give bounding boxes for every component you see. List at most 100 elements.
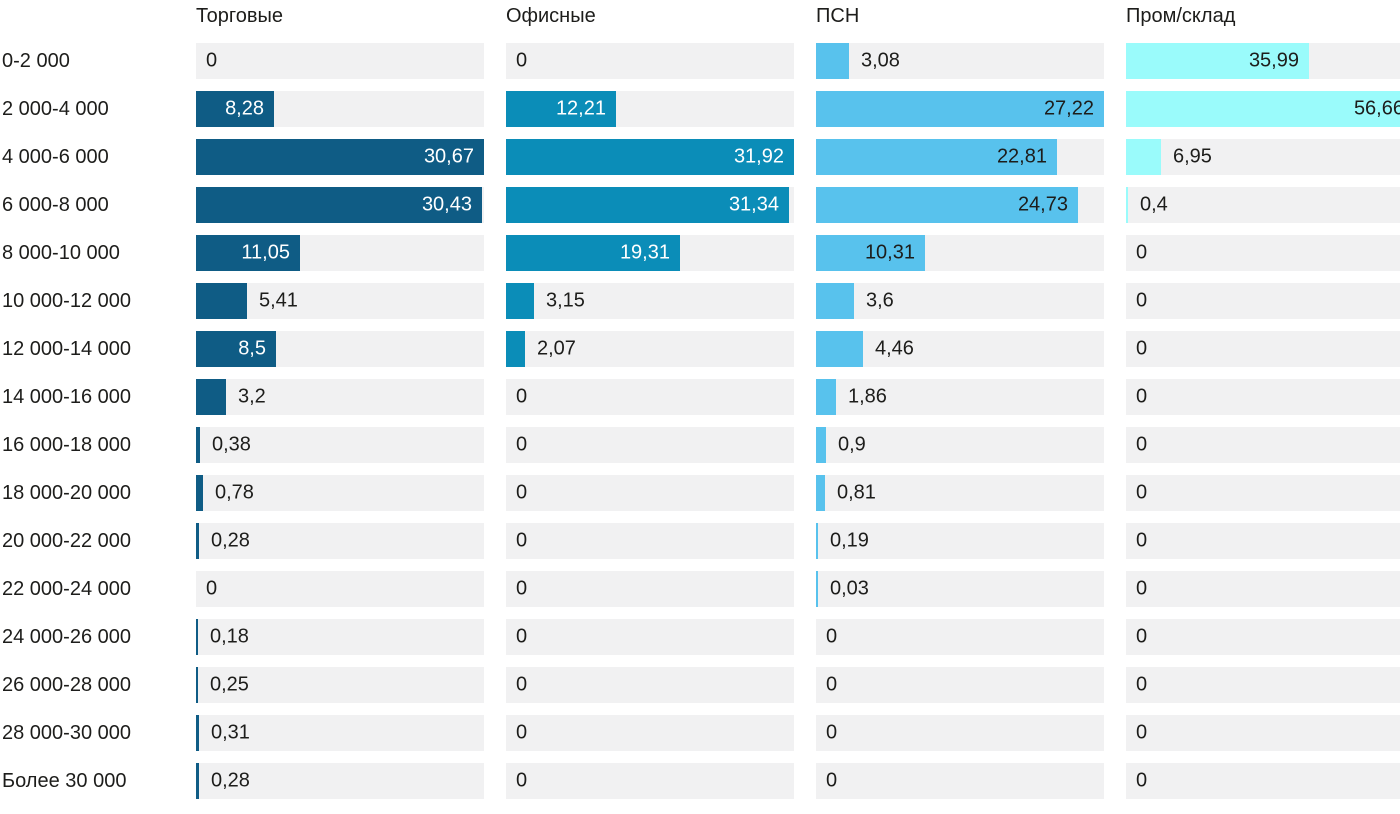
bar[interactable] bbox=[196, 331, 276, 367]
bar-value-label: 0,38 bbox=[212, 433, 251, 456]
bar-track: 3,15 bbox=[506, 283, 794, 319]
bar-track: 31,92 bbox=[506, 139, 794, 175]
bar[interactable] bbox=[1126, 139, 1161, 175]
bar-track: 24,73 bbox=[816, 187, 1104, 223]
bar-track: 27,22 bbox=[816, 91, 1104, 127]
bar[interactable] bbox=[196, 187, 482, 223]
bar[interactable] bbox=[816, 91, 1104, 127]
bar-track: 0,28 bbox=[196, 763, 484, 799]
bar[interactable] bbox=[506, 91, 616, 127]
bar[interactable] bbox=[816, 43, 849, 79]
bar-value-label: 0,9 bbox=[838, 433, 866, 456]
bar-value-label: 0 bbox=[1136, 385, 1148, 408]
bar-value-label: 0 bbox=[206, 577, 218, 600]
bar[interactable] bbox=[196, 283, 247, 319]
table-row: 20 000-22 000 0,28 0 0,19 0 bbox=[0, 517, 1400, 565]
bar-track: 0 bbox=[506, 763, 794, 799]
bar[interactable] bbox=[816, 475, 825, 511]
bar-track: 0 bbox=[1126, 427, 1400, 463]
bar[interactable] bbox=[196, 91, 274, 127]
bar-track: 8,5 bbox=[196, 331, 484, 367]
bar[interactable] bbox=[196, 715, 199, 751]
bar-track: 0,81 bbox=[816, 475, 1104, 511]
bar[interactable] bbox=[196, 235, 300, 271]
bar-track: 0,78 bbox=[196, 475, 484, 511]
bar-track: 3,2 bbox=[196, 379, 484, 415]
bar-value-label: 0 bbox=[516, 49, 528, 72]
bar[interactable] bbox=[196, 667, 198, 703]
bar-value-label: 0 bbox=[826, 721, 838, 744]
row-label: Более 30 000 bbox=[2, 769, 127, 792]
bar[interactable] bbox=[196, 475, 203, 511]
bar-value-label: 19,31 bbox=[619, 241, 670, 264]
bar-value-label: 22,81 bbox=[996, 145, 1047, 168]
bar[interactable] bbox=[506, 187, 789, 223]
bar[interactable] bbox=[816, 283, 854, 319]
bar-value-label: 0 bbox=[1136, 625, 1148, 648]
table-row: 24 000-26 000 0,18 0 0 0 bbox=[0, 613, 1400, 661]
bar[interactable] bbox=[506, 283, 534, 319]
bar-value-label: 0 bbox=[1136, 769, 1148, 792]
bar-value-label: 6,95 bbox=[1173, 145, 1212, 168]
bar[interactable] bbox=[1126, 43, 1309, 79]
bar[interactable] bbox=[1126, 91, 1400, 127]
bar[interactable] bbox=[1126, 187, 1128, 223]
bar-value-label: 0 bbox=[516, 673, 528, 696]
bar-value-label: 8,28 bbox=[225, 97, 264, 120]
bar-track: 30,43 bbox=[196, 187, 484, 223]
bar-track: 19,31 bbox=[506, 235, 794, 271]
bar-value-label: 31,34 bbox=[728, 193, 779, 216]
table-row: 10 000-12 000 5,41 3,15 3,6 0 bbox=[0, 277, 1400, 325]
bar-value-label: 0 bbox=[516, 385, 528, 408]
bar-track: 10,31 bbox=[816, 235, 1104, 271]
column-header-psn: ПСН bbox=[816, 5, 860, 27]
bar[interactable] bbox=[196, 763, 199, 799]
bar-track: 0,18 bbox=[196, 619, 484, 655]
bar-value-label: 27,22 bbox=[1043, 97, 1094, 120]
bar-value-label: 0 bbox=[206, 49, 218, 72]
bar[interactable] bbox=[816, 187, 1078, 223]
column-header-prom-sklad: Пром/склад bbox=[1126, 5, 1236, 27]
row-label: 24 000-26 000 bbox=[2, 625, 132, 648]
row-label: 8 000-10 000 bbox=[2, 241, 120, 264]
bar-track: 0 bbox=[506, 427, 794, 463]
bar[interactable] bbox=[816, 235, 925, 271]
bar[interactable] bbox=[816, 427, 826, 463]
bar-value-label: 0 bbox=[516, 433, 528, 456]
bar[interactable] bbox=[506, 139, 794, 175]
bar-track: 0 bbox=[506, 379, 794, 415]
bar-track: 0 bbox=[816, 763, 1104, 799]
bar-track: 3,08 bbox=[816, 43, 1104, 79]
bar-value-label: 11,05 bbox=[241, 241, 290, 264]
bar[interactable] bbox=[506, 331, 525, 367]
bar-value-label: 30,67 bbox=[423, 145, 474, 168]
table-row: 4 000-6 000 30,67 31,92 22,81 6,95 bbox=[0, 133, 1400, 181]
bar-track: 0 bbox=[196, 43, 484, 79]
bar-track: 0 bbox=[816, 619, 1104, 655]
bar[interactable] bbox=[196, 379, 226, 415]
bar-track: 0 bbox=[506, 667, 794, 703]
table-row: Более 30 000 0,28 0 0 0 bbox=[0, 757, 1400, 805]
bar[interactable] bbox=[816, 523, 818, 559]
bar[interactable] bbox=[506, 235, 680, 271]
bar[interactable] bbox=[196, 139, 484, 175]
bar[interactable] bbox=[196, 619, 198, 655]
row-label: 10 000-12 000 bbox=[2, 289, 132, 312]
bar[interactable] bbox=[196, 523, 199, 559]
bar-track: 0,4 bbox=[1126, 187, 1400, 223]
bar-value-label: 8,5 bbox=[238, 337, 266, 360]
bar-track: 0 bbox=[1126, 523, 1400, 559]
bar-track: 0,03 bbox=[816, 571, 1104, 607]
bar[interactable] bbox=[816, 331, 863, 367]
bar-track: 0 bbox=[506, 571, 794, 607]
table-row: 0-2 000 0 0 3,08 35,99 bbox=[0, 37, 1400, 85]
bar[interactable] bbox=[816, 139, 1057, 175]
bar-track: 0 bbox=[506, 43, 794, 79]
bar[interactable] bbox=[196, 427, 200, 463]
bar-value-label: 0,4 bbox=[1140, 193, 1168, 216]
bar[interactable] bbox=[816, 379, 836, 415]
row-label: 4 000-6 000 bbox=[2, 145, 109, 168]
bar[interactable] bbox=[816, 571, 818, 607]
bar-track: 0 bbox=[816, 667, 1104, 703]
bar-track: 0 bbox=[1126, 763, 1400, 799]
